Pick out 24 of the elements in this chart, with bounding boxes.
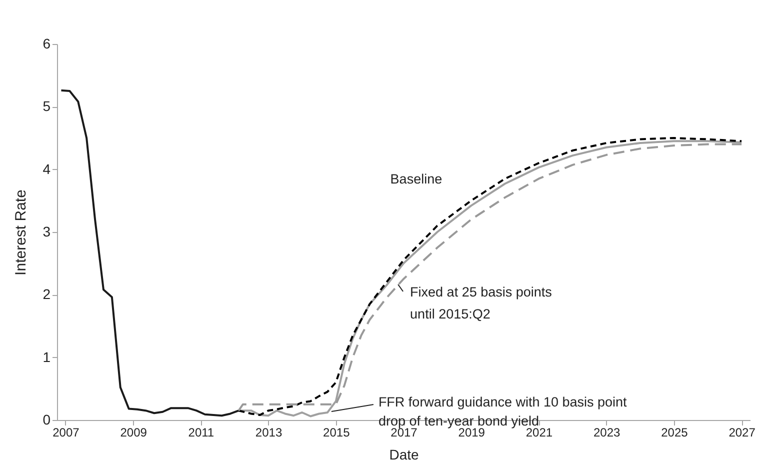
y-tick-label: 0 — [42, 412, 51, 428]
annotation: Baseline — [390, 172, 442, 187]
x-tick-label: 2021 — [526, 426, 553, 440]
y-tick-label: 1 — [42, 348, 51, 365]
y-axis-title: Interest Rate — [12, 190, 30, 276]
annotation: Fixed at 25 basis points until 2015:Q2 — [410, 284, 552, 322]
x-axis-title: Date — [389, 446, 419, 462]
x-tick-label: 2007 — [52, 426, 80, 440]
x-tick-label: 2011 — [188, 426, 214, 440]
x-tick-label: 2013 — [255, 426, 282, 440]
y-tick-label: 4 — [42, 160, 51, 177]
x-tick-label: 2017 — [390, 426, 418, 440]
y-tick-label: 2 — [42, 286, 51, 302]
y-tick-label: 6 — [42, 36, 51, 52]
x-tick-label: 2019 — [458, 426, 486, 440]
annotation: FFR forward guidance with 10 basis point drop of ten-year bond yield — [378, 394, 628, 428]
x-tick-label: 2025 — [661, 426, 688, 440]
line-series — [60, 89, 240, 417]
x-tick-label: 2009 — [120, 426, 148, 440]
y-tick-label: 5 — [42, 98, 51, 114]
x-tick-label: 2023 — [593, 426, 620, 440]
x-tick-label: 2015 — [323, 426, 350, 440]
y-tick-label: 3 — [42, 224, 51, 240]
x-tick-label: 2027 — [728, 426, 756, 440]
